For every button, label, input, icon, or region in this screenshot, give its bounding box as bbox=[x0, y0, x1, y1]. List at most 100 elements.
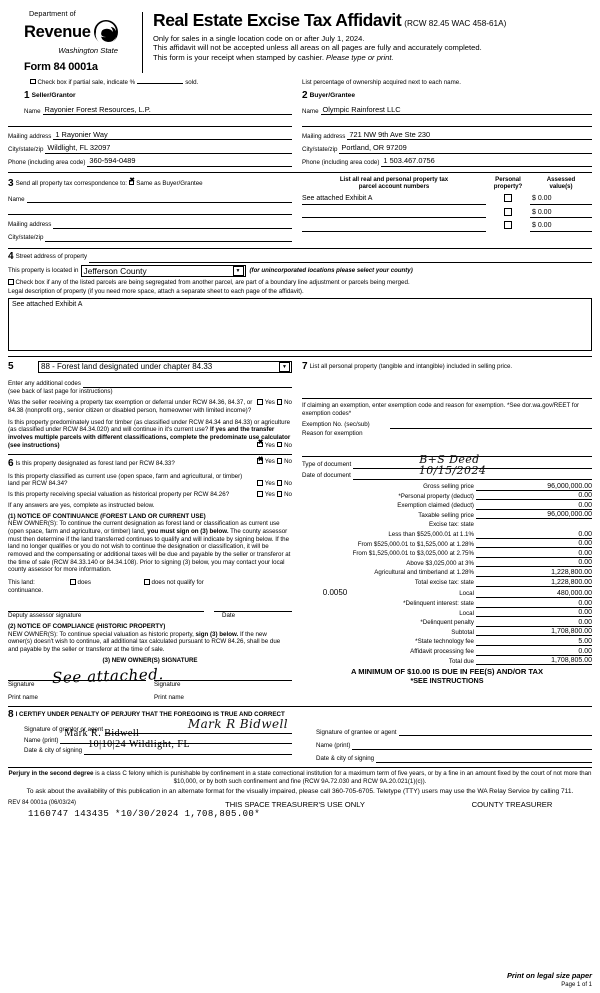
chevron-down-icon[interactable]: ▼ bbox=[232, 266, 244, 277]
grantor-name-value[interactable]: Mark R. Bidwell bbox=[64, 728, 140, 740]
tax-row-value[interactable]: 0.00 bbox=[530, 502, 592, 510]
tax-row-value[interactable]: 0.00 bbox=[530, 619, 592, 627]
tax-row-value[interactable]: 480,000.00 bbox=[530, 590, 592, 599]
tax-row-value[interactable]: 0.00 bbox=[530, 550, 592, 558]
doc-type-value[interactable]: B+S Deed bbox=[419, 452, 480, 466]
tax-row-value[interactable]: 1,228,800.00 bbox=[530, 579, 592, 587]
currentuse-no-checkbox[interactable] bbox=[276, 480, 283, 486]
doc-date-value[interactable]: 10/15/2024 bbox=[418, 463, 487, 477]
tax-row-value[interactable]: 0.00 bbox=[530, 600, 592, 608]
tax-row-value[interactable]: 0.00 bbox=[530, 648, 592, 656]
corr-citystate-value[interactable] bbox=[45, 231, 47, 240]
tax-row-value[interactable]: 1,708,800.00 bbox=[530, 628, 592, 637]
buyer-phone-value[interactable]: 1 503.467.0756 bbox=[383, 156, 435, 166]
new-owner-signature-line-2[interactable] bbox=[154, 673, 292, 681]
tax-row-value[interactable]: 96,000,000.00 bbox=[530, 483, 592, 491]
tax-row-value[interactable]: 1,228,800.00 bbox=[530, 569, 592, 577]
seller-mailing-value[interactable]: 1 Rayonier Way bbox=[55, 129, 108, 139]
section-divider-3 bbox=[8, 355, 592, 357]
chevron-down-icon[interactable]: ▼ bbox=[279, 361, 290, 372]
assessed-value-value[interactable]: $ 0.00 bbox=[530, 209, 592, 219]
buyer-name-line2[interactable] bbox=[302, 119, 592, 128]
county-select[interactable]: Jefferson County ▼ bbox=[80, 265, 246, 278]
personal-property-checkbox[interactable] bbox=[504, 207, 512, 216]
tax-row-value[interactable]: 1,708,805.00 bbox=[530, 657, 592, 666]
corr-name-value[interactable] bbox=[27, 193, 29, 202]
exemption-no-label: Exemption No. (sec/sub) bbox=[302, 421, 370, 429]
predominate-yes-checkbox[interactable] bbox=[257, 440, 263, 448]
same-as-buyer-checkbox[interactable] bbox=[128, 178, 134, 186]
does-not-label: does not qualify for bbox=[151, 579, 204, 587]
predominate-use-answers: Yes No bbox=[254, 440, 292, 450]
tax-row-value[interactable]: 0.00 bbox=[530, 492, 592, 501]
corr-name-line2[interactable] bbox=[8, 207, 292, 216]
nc-c: The county assessor must then determine … bbox=[8, 527, 291, 574]
historic-yes-checkbox[interactable] bbox=[257, 491, 263, 497]
assessed-value-value[interactable]: $ 0.00 bbox=[530, 222, 592, 232]
tax-row: Total excise tax: state 1,228,800.00 bbox=[302, 579, 592, 587]
seller-name-value[interactable]: Rayonier Forest Resources, L.P. bbox=[44, 104, 151, 114]
header-subtitle-1: Only for sales in a single location code… bbox=[153, 33, 365, 43]
grantor-signature-value[interactable]: Mark R Bidwell bbox=[187, 716, 288, 731]
tax-row-label: Gross selling price bbox=[423, 482, 474, 490]
deputy-assessor-signature-line[interactable] bbox=[8, 604, 204, 613]
personal-property-checkbox[interactable] bbox=[504, 193, 512, 202]
grantee-date-value[interactable] bbox=[376, 752, 378, 761]
seller-phone-value[interactable]: 360-594-0489 bbox=[89, 156, 136, 166]
tax-row-leader bbox=[476, 522, 530, 529]
street-address-value[interactable] bbox=[89, 252, 91, 261]
land-does-qualify-checkbox[interactable] bbox=[70, 579, 76, 585]
corr-name-label: Name bbox=[8, 195, 25, 203]
parcel-number-value[interactable]: See attached Exhibit A bbox=[302, 195, 486, 205]
use-code-select[interactable]: 88 - Forest land designated under chapte… bbox=[38, 360, 292, 373]
additional-codes-value[interactable] bbox=[83, 377, 85, 386]
buyer-citystate-value[interactable]: Portland, OR 97209 bbox=[341, 142, 407, 152]
tax-row-value[interactable]: 0.00 bbox=[530, 609, 592, 618]
personal-property-checkbox[interactable] bbox=[504, 221, 512, 230]
see-instructions-note: *SEE INSTRUCTIONS bbox=[410, 675, 484, 685]
assessed-col-l2: value(s) bbox=[549, 183, 573, 191]
grantor-date-value[interactable]: 10|10|24 Wildlight, FL bbox=[88, 738, 191, 750]
tax-row: Subtotal 1,708,800.00 bbox=[302, 628, 592, 637]
tax-row-value[interactable]: 0.00 bbox=[530, 559, 592, 568]
grantor-date-label: Date & city of signing bbox=[24, 747, 83, 755]
revenue-wordmark: Revenue bbox=[24, 22, 91, 41]
forest-no-checkbox[interactable] bbox=[276, 458, 283, 464]
exemption-reason-input[interactable] bbox=[302, 438, 592, 457]
tax-row-value[interactable]: 0.00 bbox=[530, 531, 592, 539]
tax-row-value[interactable]: 96,000,000.00 bbox=[530, 511, 592, 520]
seller-citystate-value[interactable]: Wildlight, FL 32097 bbox=[47, 142, 111, 152]
currentuse-yes-checkbox[interactable] bbox=[257, 480, 263, 486]
land-does-not-qualify-checkbox[interactable] bbox=[144, 579, 150, 585]
partial-sale-checkbox[interactable] bbox=[30, 78, 36, 85]
page-number: Page 1 of 1 bbox=[561, 981, 592, 988]
forest-yes-checkbox[interactable] bbox=[257, 457, 263, 464]
historic-no-checkbox[interactable] bbox=[276, 491, 283, 497]
local-rate-value[interactable]: 0.0050 bbox=[322, 588, 348, 598]
tax-row-leader bbox=[476, 532, 530, 539]
seller-name-line2[interactable] bbox=[8, 119, 292, 128]
predominate-no-checkbox[interactable] bbox=[276, 441, 283, 448]
buyer-name-value[interactable]: Olympic Rainforest LLC bbox=[322, 104, 401, 114]
segregated-parcels-checkbox[interactable] bbox=[8, 279, 14, 285]
grantee-signature-value[interactable] bbox=[399, 726, 401, 735]
section5-number: 5 bbox=[8, 360, 14, 372]
exemption-no-value[interactable] bbox=[390, 418, 392, 427]
exemption-yes-checkbox[interactable] bbox=[257, 399, 263, 405]
personal-property-list-input[interactable] bbox=[302, 373, 592, 399]
exemption-no-checkbox[interactable] bbox=[276, 399, 283, 405]
legal-description-input[interactable]: See attached Exhibit A bbox=[8, 297, 592, 351]
grantee-name-value[interactable] bbox=[352, 739, 354, 748]
deputy-assessor-date-line[interactable] bbox=[214, 604, 292, 613]
assessed-value-value[interactable]: $ 0.00 bbox=[530, 195, 592, 205]
new-owner-signature-line-1[interactable] bbox=[8, 673, 146, 681]
parcel-number-value[interactable] bbox=[302, 223, 486, 232]
seller-name-label: Name bbox=[24, 107, 41, 115]
tax-row-value[interactable]: 0.00 bbox=[530, 540, 592, 549]
corr-mailing-value[interactable] bbox=[53, 218, 55, 227]
parcel-number-value[interactable] bbox=[302, 209, 486, 219]
tax-row-label: Excise tax: state bbox=[428, 521, 474, 529]
tax-row-leader bbox=[476, 560, 530, 568]
buyer-mailing-value[interactable]: 721 NW 9th Ave Ste 230 bbox=[349, 129, 431, 139]
tax-row-value[interactable]: 5.00 bbox=[530, 638, 592, 647]
